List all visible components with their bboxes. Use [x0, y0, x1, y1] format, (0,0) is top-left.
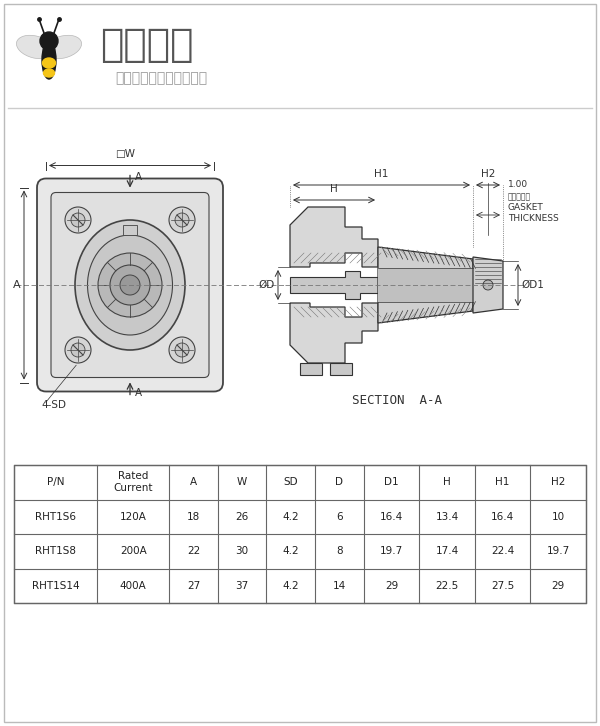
Text: 10: 10 [551, 512, 565, 522]
Text: Rated
Current: Rated Current [113, 471, 153, 493]
Text: A: A [135, 173, 142, 182]
Text: 4-SD: 4-SD [41, 399, 66, 409]
Circle shape [169, 337, 195, 363]
Polygon shape [290, 207, 378, 267]
Text: W: W [237, 477, 247, 487]
Text: H1: H1 [496, 477, 510, 487]
Text: 1.00: 1.00 [508, 180, 528, 189]
Text: 16.4: 16.4 [491, 512, 514, 522]
Circle shape [110, 265, 150, 305]
Text: 衬射厚厚度: 衬射厚厚度 [508, 192, 531, 201]
Text: THICKNESS: THICKNESS [508, 214, 559, 223]
Polygon shape [290, 303, 378, 363]
Text: 16.4: 16.4 [380, 512, 403, 522]
Bar [378, 268, 473, 302]
Text: 29: 29 [385, 581, 398, 591]
Text: H2: H2 [481, 169, 495, 179]
Circle shape [169, 207, 195, 233]
Text: RHT1S6: RHT1S6 [35, 512, 76, 522]
Text: 29: 29 [551, 581, 565, 591]
Text: D1: D1 [384, 477, 399, 487]
Circle shape [40, 32, 58, 50]
Text: A: A [13, 280, 21, 290]
Text: 37: 37 [235, 581, 249, 591]
Circle shape [120, 275, 140, 295]
Text: H: H [330, 184, 338, 194]
Text: □W: □W [115, 150, 135, 160]
Circle shape [98, 253, 162, 317]
Text: 13.4: 13.4 [436, 512, 458, 522]
FancyBboxPatch shape [51, 192, 209, 378]
Circle shape [483, 280, 493, 290]
Text: 22.4: 22.4 [491, 546, 514, 556]
Text: D: D [335, 477, 343, 487]
Ellipse shape [44, 69, 55, 77]
Text: 22: 22 [187, 546, 200, 556]
Polygon shape [378, 247, 473, 323]
Text: H1: H1 [374, 169, 389, 179]
Text: 4.2: 4.2 [283, 546, 299, 556]
Circle shape [65, 207, 91, 233]
Text: A: A [190, 477, 197, 487]
Text: 26: 26 [235, 512, 249, 522]
Text: 17.4: 17.4 [436, 546, 458, 556]
Text: 4.2: 4.2 [283, 581, 299, 591]
Text: 4.2: 4.2 [283, 512, 299, 522]
Bar [14, 465, 586, 603]
Ellipse shape [43, 58, 56, 68]
Text: 120A: 120A [120, 512, 147, 522]
Circle shape [71, 213, 85, 227]
Text: H2: H2 [551, 477, 565, 487]
Bar [300, 363, 322, 375]
Circle shape [175, 213, 189, 227]
Polygon shape [473, 257, 503, 313]
Text: 18: 18 [187, 512, 200, 522]
Text: 27: 27 [187, 581, 200, 591]
Text: SD: SD [283, 477, 298, 487]
Circle shape [71, 343, 85, 357]
Text: 8: 8 [336, 546, 343, 556]
Ellipse shape [16, 36, 53, 59]
Text: 19.7: 19.7 [380, 546, 403, 556]
Ellipse shape [75, 220, 185, 350]
Text: 原厂直采电子连接器商城: 原厂直采电子连接器商城 [115, 71, 207, 85]
Text: P/N: P/N [47, 477, 64, 487]
Text: GASKET: GASKET [508, 203, 544, 212]
Text: RHT1S14: RHT1S14 [32, 581, 79, 591]
Polygon shape [290, 271, 378, 299]
Text: SECTION  A-A: SECTION A-A [352, 393, 442, 407]
Text: 14: 14 [333, 581, 346, 591]
Text: A: A [135, 388, 142, 398]
Text: 200A: 200A [120, 546, 146, 556]
Text: ØD1: ØD1 [521, 280, 544, 290]
Text: 19.7: 19.7 [547, 546, 570, 556]
FancyBboxPatch shape [37, 179, 223, 391]
Circle shape [65, 337, 91, 363]
Ellipse shape [44, 36, 82, 59]
Text: 22.5: 22.5 [436, 581, 458, 591]
Text: RHT1S8: RHT1S8 [35, 546, 76, 556]
Bar [330, 363, 352, 375]
Text: 400A: 400A [120, 581, 146, 591]
Ellipse shape [42, 41, 56, 79]
Circle shape [175, 343, 189, 357]
Text: 电蜂优选: 电蜂优选 [100, 26, 193, 64]
Text: 27.5: 27.5 [491, 581, 514, 591]
Text: 6: 6 [336, 512, 343, 522]
Text: H: H [443, 477, 451, 487]
Text: ØD: ØD [259, 280, 275, 290]
Ellipse shape [88, 235, 173, 335]
Text: 30: 30 [236, 546, 248, 556]
Bar [123, 225, 137, 235]
